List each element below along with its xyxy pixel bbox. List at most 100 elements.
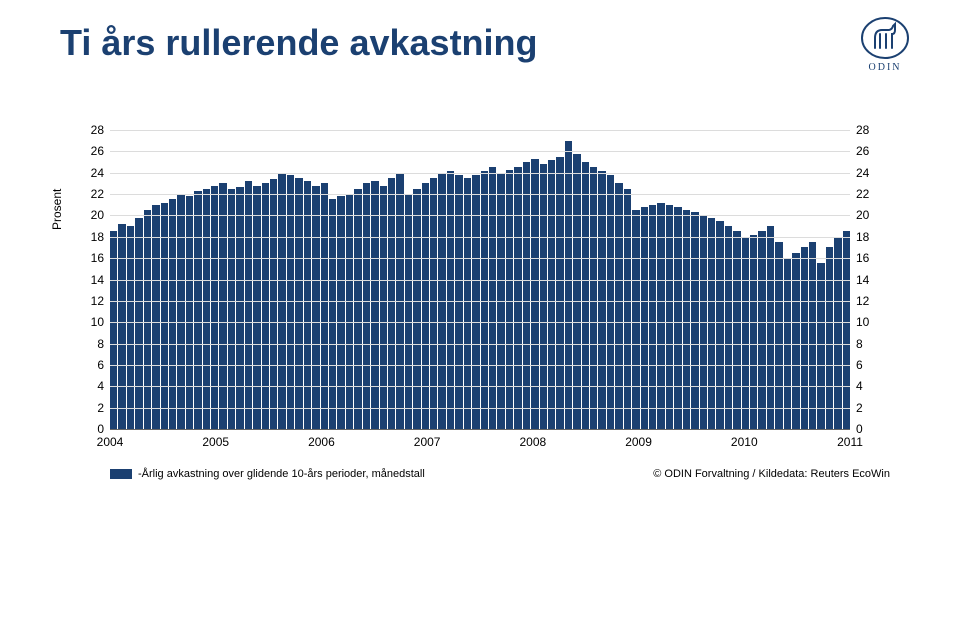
bar — [607, 175, 614, 429]
bar — [329, 199, 336, 429]
bar — [758, 231, 765, 429]
bar — [716, 221, 723, 429]
y-tick-left: 4 — [97, 379, 110, 393]
y-tick-right: 24 — [850, 166, 869, 180]
bar — [514, 167, 521, 429]
y-tick-left: 22 — [91, 187, 110, 201]
y-tick-left: 26 — [91, 144, 110, 158]
legend-swatch — [110, 469, 132, 479]
bar — [455, 175, 462, 429]
bar — [556, 157, 563, 429]
bar — [489, 167, 496, 429]
bar — [615, 183, 622, 429]
bar — [152, 205, 159, 429]
y-tick-left: 6 — [97, 358, 110, 372]
bar — [236, 187, 243, 429]
bar — [194, 191, 201, 429]
y-tick-right: 4 — [850, 379, 863, 393]
y-tick-left: 20 — [91, 208, 110, 222]
bar — [632, 210, 639, 429]
source-text: © ODIN Forvaltning / Kildedata: Reuters … — [653, 468, 890, 480]
bar — [733, 231, 740, 429]
bar — [321, 183, 328, 429]
bar — [674, 207, 681, 429]
bar — [582, 162, 589, 429]
bar — [447, 171, 454, 429]
bar — [826, 247, 833, 429]
bar — [683, 210, 690, 429]
y-tick-left: 10 — [91, 315, 110, 329]
y-tick-right: 0 — [850, 422, 863, 436]
bar — [118, 224, 125, 429]
bar-chart: 0022446688101012121414161618182020222224… — [70, 130, 890, 450]
bar — [750, 235, 757, 429]
y-axis-label: Prosent — [50, 189, 64, 230]
y-tick-left: 24 — [91, 166, 110, 180]
bar — [817, 263, 824, 429]
bar — [380, 186, 387, 429]
bar — [354, 189, 361, 429]
bar — [186, 196, 193, 429]
y-tick-right: 22 — [850, 187, 869, 201]
bar — [110, 231, 117, 429]
bar — [203, 189, 210, 429]
bar — [598, 171, 605, 429]
bar — [691, 212, 698, 429]
bar — [843, 231, 850, 429]
bar — [590, 167, 597, 429]
bar — [245, 181, 252, 429]
bar — [649, 205, 656, 429]
x-tick: 2011 — [837, 435, 863, 449]
bar — [287, 175, 294, 429]
y-tick-left: 18 — [91, 230, 110, 244]
x-tick: 2005 — [202, 435, 229, 449]
bar — [304, 181, 311, 429]
bar — [169, 199, 176, 429]
y-tick-left: 8 — [97, 337, 110, 351]
bar — [506, 170, 513, 429]
bar — [144, 210, 151, 429]
odin-logo: ODIN — [850, 16, 920, 73]
y-tick-right: 8 — [850, 337, 863, 351]
bar — [666, 205, 673, 429]
bar — [809, 242, 816, 429]
y-tick-left: 0 — [97, 422, 110, 436]
y-tick-right: 20 — [850, 208, 869, 222]
bar — [135, 218, 142, 429]
bar — [371, 181, 378, 429]
y-tick-left: 14 — [91, 273, 110, 287]
bar — [767, 226, 774, 429]
bar — [531, 159, 538, 429]
bar — [262, 183, 269, 429]
bar — [742, 237, 749, 429]
y-tick-right: 12 — [850, 294, 869, 308]
x-tick: 2004 — [97, 435, 124, 449]
y-tick-right: 26 — [850, 144, 869, 158]
x-tick: 2007 — [414, 435, 441, 449]
horse-icon — [860, 16, 910, 60]
y-tick-right: 16 — [850, 251, 869, 265]
bar — [219, 183, 226, 429]
y-tick-left: 12 — [91, 294, 110, 308]
bar — [641, 207, 648, 429]
bar — [481, 171, 488, 429]
bar — [413, 189, 420, 429]
bar — [548, 160, 555, 429]
bar — [177, 194, 184, 429]
bar — [523, 162, 530, 429]
bar — [624, 189, 631, 429]
bar — [422, 183, 429, 429]
y-tick-left: 2 — [97, 401, 110, 415]
bar — [253, 186, 260, 429]
bar — [127, 226, 134, 429]
x-tick: 2006 — [308, 435, 335, 449]
y-tick-right: 28 — [850, 123, 869, 137]
bar — [211, 186, 218, 429]
x-tick: 2010 — [731, 435, 758, 449]
legend: -Årlig avkastning over glidende 10-års p… — [110, 468, 425, 480]
legend-label: -Årlig avkastning over glidende 10-års p… — [138, 468, 425, 480]
y-tick-right: 10 — [850, 315, 869, 329]
y-tick-right: 2 — [850, 401, 863, 415]
bar — [775, 242, 782, 429]
bar — [337, 196, 344, 429]
